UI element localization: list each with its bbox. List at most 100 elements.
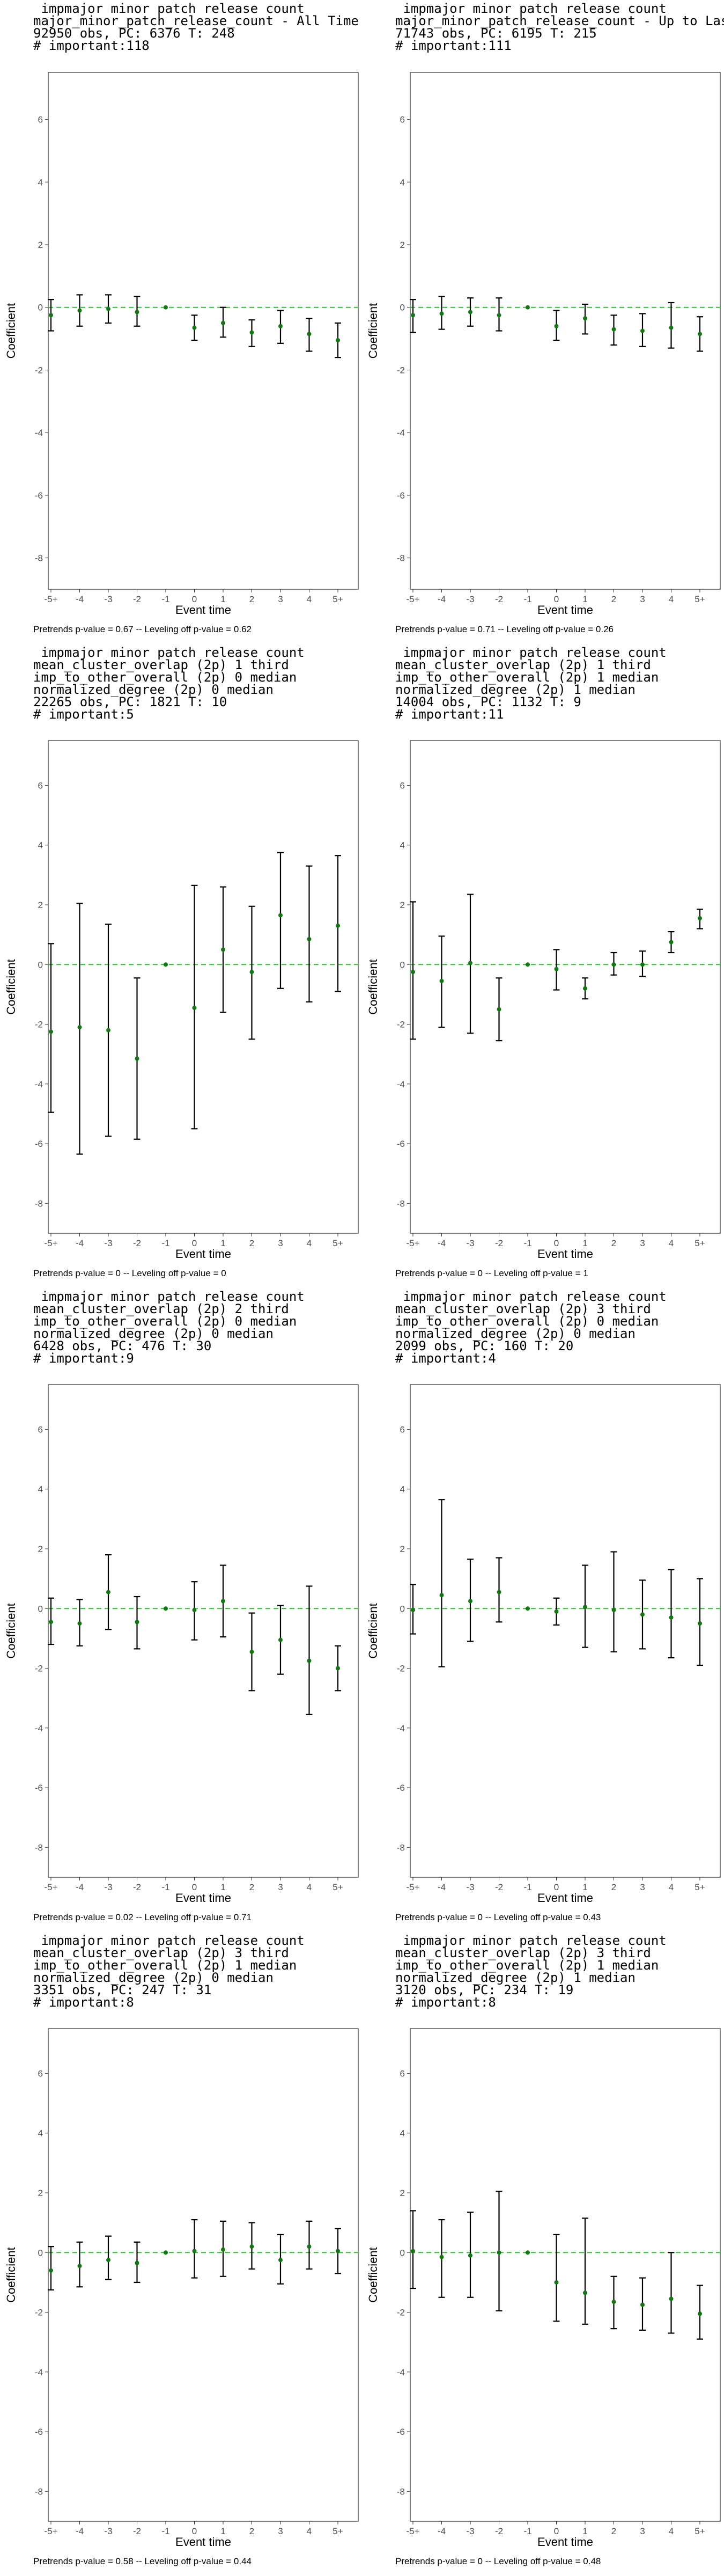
chart-title: impmajor minor patch release count mean_…: [395, 645, 667, 722]
point-estimate: [192, 1608, 197, 1613]
x-tick-label: 2: [611, 1238, 616, 1248]
chart-title: impmajor minor patch release count mean_…: [33, 1933, 305, 2010]
title-line: mean_cluster_overlap (2p) 2 third: [33, 1301, 289, 1316]
y-tick-label: -4: [397, 1079, 405, 1089]
title-line: impmajor minor patch release count: [33, 1289, 305, 1304]
x-tick-label: 1: [582, 2526, 587, 2536]
y-tick-label: -8: [397, 1198, 405, 1209]
y-axis-title: Coefficient: [4, 959, 18, 1015]
x-tick-label: -4: [438, 2526, 446, 2536]
point-estimate: [698, 916, 702, 921]
y-tick-label: -8: [397, 553, 405, 564]
y-axis-title: Coefficient: [4, 2247, 18, 2303]
y-tick-label: 6: [400, 2068, 405, 2079]
x-tick-label: -3: [466, 1882, 474, 1892]
point-estimate: [221, 2247, 225, 2252]
point-estimate: [468, 961, 472, 965]
point-estimate: [611, 1608, 616, 1613]
x-tick-label: -1: [523, 1882, 531, 1892]
title-line: 14004 obs, PC: 1132 T: 9: [395, 694, 581, 709]
x-tick-label: 4: [669, 2526, 674, 2536]
chart-title: impmajor minor patch release count mean_…: [33, 646, 305, 721]
title-line: normalized_degree (2p) 0 median: [395, 1326, 636, 1341]
point-estimate: [411, 1608, 415, 1613]
title-line: impmajor minor patch release count: [33, 1933, 305, 1948]
x-tick-label: 1: [220, 2526, 225, 2536]
x-tick-label: -5+: [44, 1238, 57, 1248]
x-axis-title: Event time: [175, 603, 231, 617]
title-line: 3120 obs, PC: 234 T: 19: [395, 1982, 574, 1997]
chart-title: impmajor minor patch release count mean_…: [33, 1289, 305, 1365]
point-estimate: [669, 940, 674, 945]
x-tick-label: -1: [161, 2526, 169, 2536]
pvalue-note: Pretrends p-value = 0 -- Leveling off p-…: [395, 1912, 601, 1922]
title-line: mean_cluster_overlap (2p) 1 third: [33, 657, 289, 672]
x-tick-label: 5+: [333, 1238, 343, 1248]
x-tick-label: 0: [192, 594, 197, 604]
y-tick-label: -6: [397, 1139, 405, 1149]
y-tick-label: 2: [38, 1544, 43, 1554]
pvalue-note: Pretrends p-value = 0.71 -- Leveling off…: [395, 624, 614, 634]
x-tick-label: 4: [307, 594, 312, 604]
y-tick-label: 4: [38, 840, 43, 851]
point-estimate: [554, 1609, 559, 1614]
chart-title: impmajor minor patch release count major…: [33, 2, 362, 52]
pvalue-note: Pretrends p-value = 0 -- Leveling off p-…: [395, 1268, 588, 1278]
point-estimate: [554, 2280, 559, 2285]
y-tick-label: -6: [397, 1783, 405, 1793]
title-line: 6428 obs, PC: 476 T: 30: [33, 1338, 212, 1353]
point-estimate: [554, 324, 559, 328]
point-estimate: [583, 986, 587, 991]
point-estimate: [698, 2311, 702, 2316]
y-tick-label: 6: [38, 115, 43, 125]
y-tick-label: 4: [400, 2128, 405, 2139]
x-tick-label: 1: [220, 1238, 225, 1248]
title-line: # important:8: [33, 1995, 134, 2010]
y-tick-label: 0: [400, 303, 405, 313]
y-tick-label: -4: [397, 2367, 405, 2377]
point-estimate: [221, 320, 225, 325]
x-tick-label: -3: [466, 1238, 474, 1248]
point-estimate: [307, 936, 312, 941]
point-estimate: [698, 332, 702, 336]
point-estimate: [583, 2290, 587, 2295]
x-tick-label: 1: [220, 1882, 225, 1892]
y-tick-label: -2: [397, 2308, 405, 2318]
pvalue-note: Pretrends p-value = 0.58 -- Leveling off…: [33, 2556, 252, 2566]
chart-title: impmajor minor patch release count major…: [395, 2, 724, 52]
x-tick-label: -3: [104, 1882, 112, 1892]
point-estimate: [164, 962, 168, 967]
point-estimate: [49, 1029, 53, 1034]
x-tick-label: 0: [554, 2526, 559, 2536]
pvalue-note: Pretrends p-value = 0 -- Leveling off p-…: [33, 1268, 226, 1278]
y-tick-label: 4: [38, 2128, 43, 2139]
plot-area: [410, 1384, 721, 1878]
y-tick-label: 4: [400, 840, 405, 851]
chart-panel-4: impmajor minor patch release count mean_…: [362, 644, 724, 1288]
x-tick-label: 0: [554, 1882, 559, 1892]
pvalue-note: Pretrends p-value = 0 -- Leveling off p-…: [395, 2556, 601, 2566]
point-estimate: [49, 313, 53, 318]
x-tick-label: -1: [161, 594, 169, 604]
title-line: impmajor minor patch release count: [395, 645, 667, 660]
plot-area: [410, 2028, 721, 2522]
x-tick-label: 3: [640, 2526, 645, 2536]
x-tick-label: -1: [161, 1882, 169, 1892]
x-tick-label: 0: [192, 1238, 197, 1248]
y-tick-label: 4: [38, 177, 43, 187]
title-line: normalized_degree (2p) 0 median: [33, 1326, 274, 1341]
pvalue-note: Pretrends p-value = 0.02 -- Leveling off…: [33, 1912, 252, 1922]
title-line: # important:4: [395, 1351, 496, 1366]
title-line: # important:11: [395, 707, 504, 722]
title-line: impmajor minor patch release count: [395, 1933, 667, 1948]
x-tick-label: 3: [278, 2526, 283, 2536]
chart-plot: -8 -6 -4 -2 0 2 4 6 -5+ -4 -3 -2 -1 0 1 2 3 4 5+ Event time…: [4, 1384, 359, 1905]
x-tick-label: -1: [523, 2526, 531, 2536]
chart-plot: -8 -6 -4 -2 0 2 4 6 -5+ -4 -3 -2 -1 0 1 2 3 4 5+ Event time…: [366, 2028, 721, 2549]
point-estimate: [411, 970, 415, 975]
y-tick-label: -4: [35, 1723, 43, 1733]
x-tick-label: -2: [495, 2526, 503, 2536]
title-line: impmajor minor patch release count: [395, 1289, 667, 1304]
y-tick-label: 2: [38, 900, 43, 910]
x-tick-label: -4: [438, 1882, 446, 1892]
